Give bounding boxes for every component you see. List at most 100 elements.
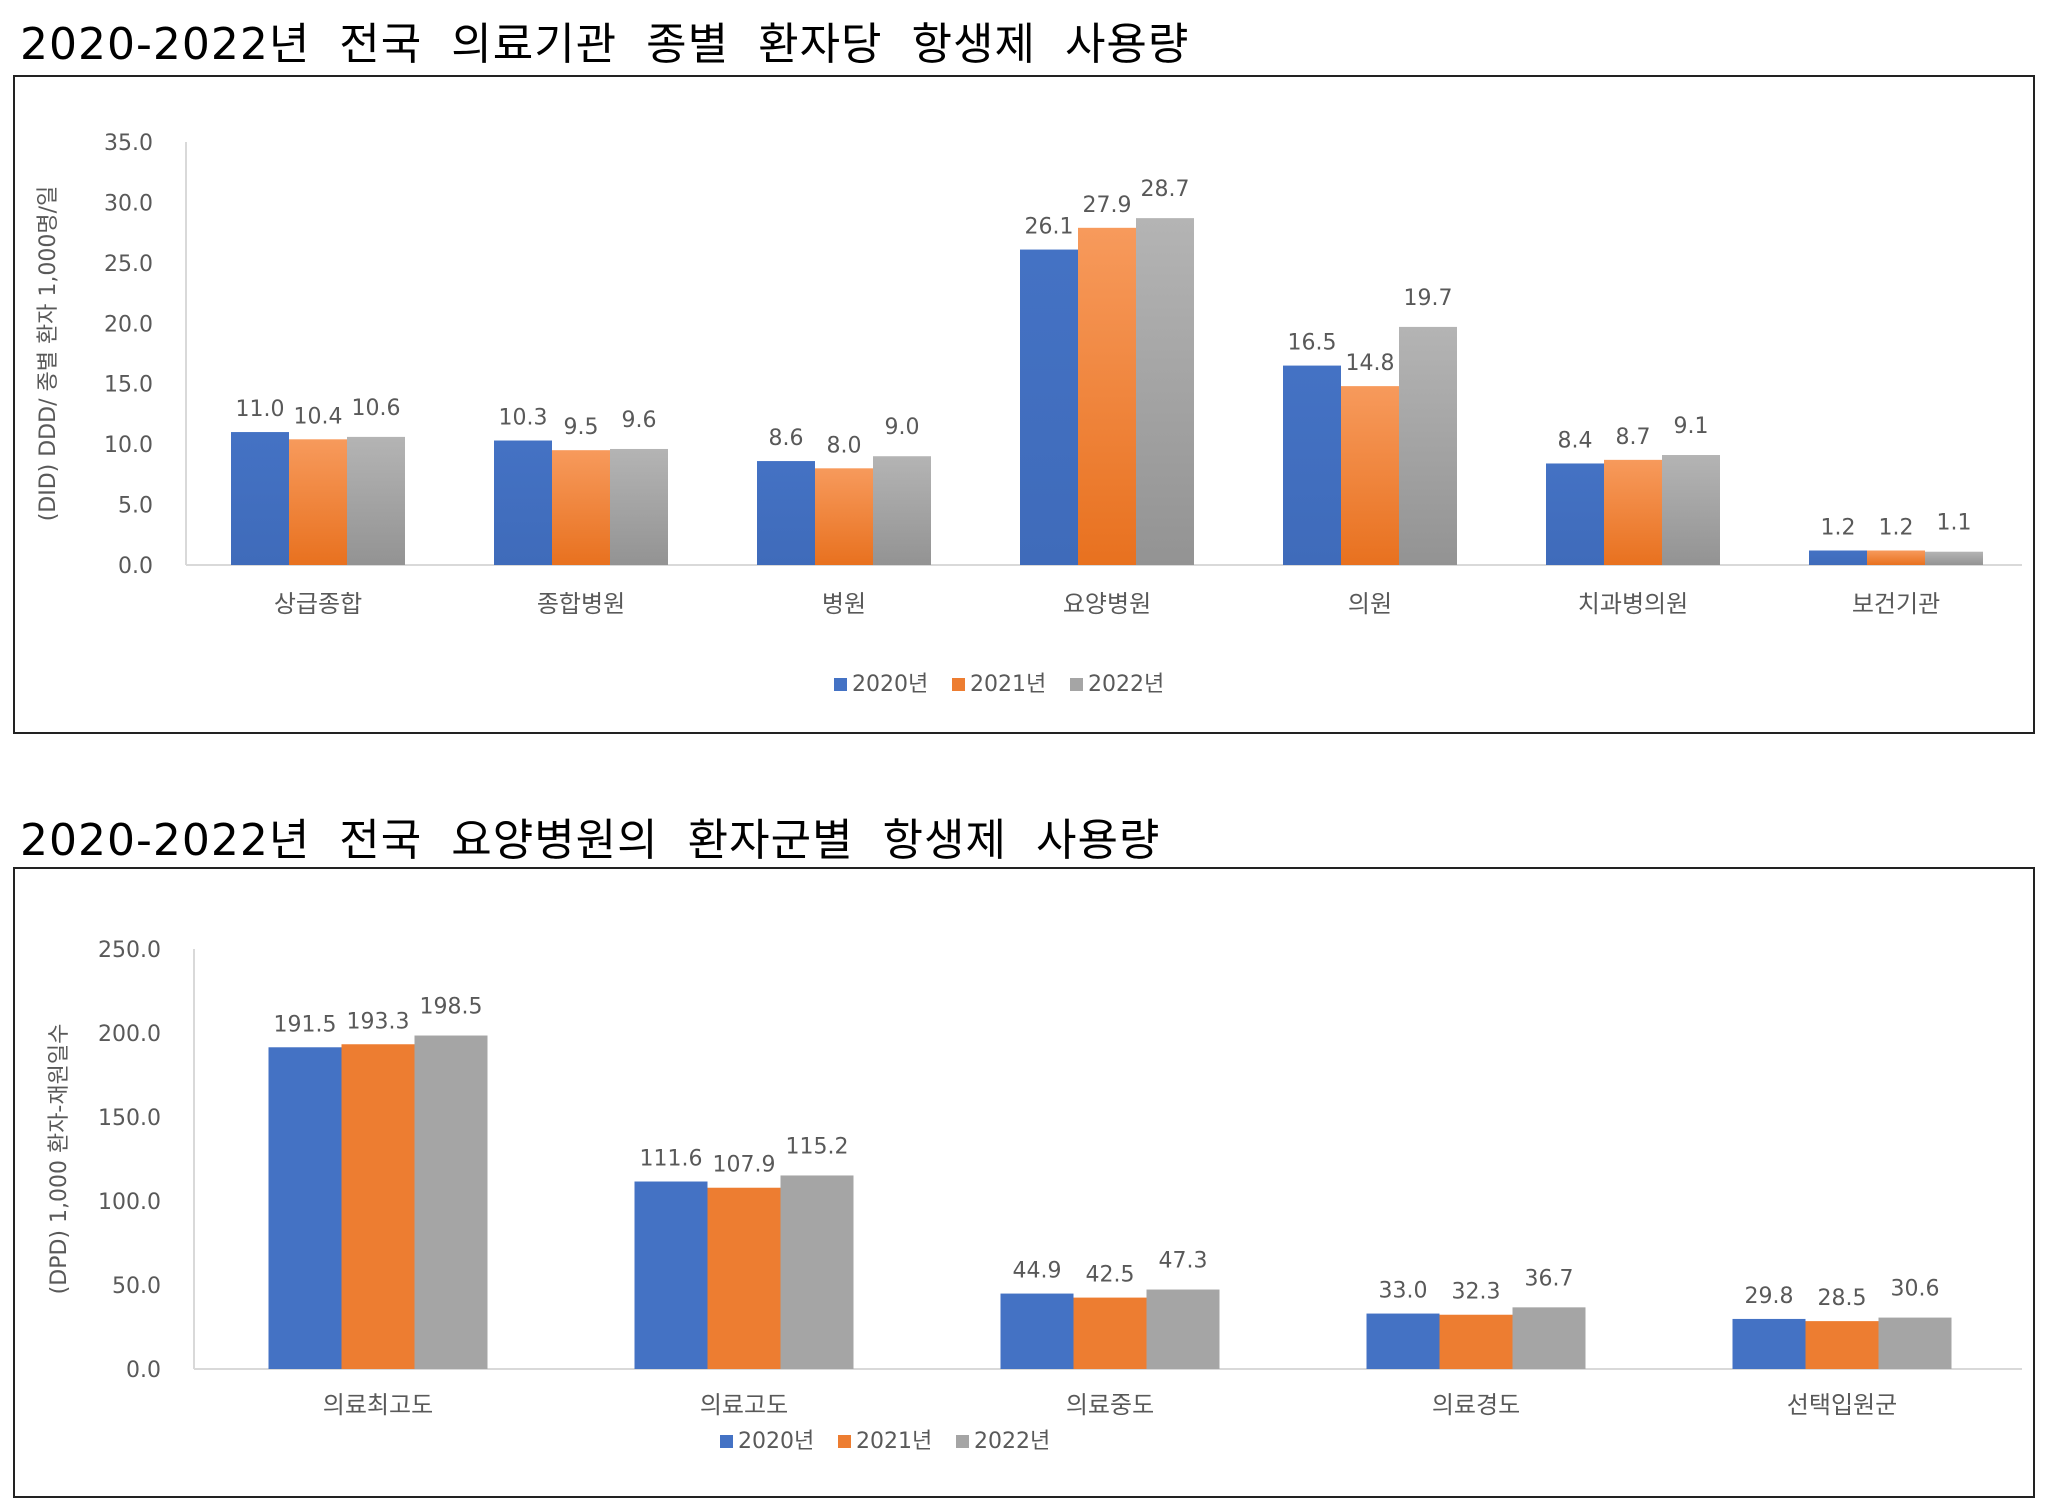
y-tick-label: 200.0: [98, 1022, 161, 1047]
legend-swatch: [834, 678, 847, 691]
y-axis-title: (DPD) 1,000 환자-재원일수: [47, 1024, 72, 1295]
data-label: 9.0: [885, 415, 920, 440]
bar-의원-2022년: [1399, 326, 1457, 565]
bar-병원-2021년: [815, 468, 873, 565]
data-label: 32.3: [1452, 1280, 1501, 1305]
data-label: 10.4: [294, 404, 343, 429]
y-tick-label: 15.0: [104, 373, 153, 398]
bar-선택입원군-2022년: [1878, 1317, 1952, 1369]
legend-label: 2022년: [1088, 672, 1164, 697]
bar-보건기관-2021년: [1867, 550, 1925, 565]
data-label: 8.6: [769, 426, 804, 451]
bar-종합병원-2020년: [494, 440, 552, 565]
x-tick-label: 종합병원: [537, 590, 625, 618]
data-label: 19.7: [1404, 286, 1453, 311]
legend-label: 2021년: [970, 672, 1046, 697]
legend-label: 2020년: [738, 1429, 814, 1454]
y-tick-label: 0.0: [126, 1358, 161, 1383]
x-tick-label: 의료중도: [1066, 1391, 1154, 1419]
data-label: 10.3: [499, 406, 548, 431]
data-label: 111.6: [640, 1147, 703, 1172]
data-label: 9.1: [1674, 414, 1709, 439]
bar-의료고도-2020년: [634, 1181, 708, 1369]
bar-치과병의원-2020년: [1546, 463, 1604, 565]
data-label: 10.6: [352, 396, 401, 421]
bar-보건기관-2020년: [1809, 550, 1867, 565]
bar-의원-2021년: [1341, 386, 1399, 565]
x-tick-label: 치과병의원: [1578, 590, 1688, 618]
data-label: 11.0: [236, 397, 285, 422]
bar-요양병원-2022년: [1136, 218, 1194, 565]
x-tick-label: 선택입원군: [1787, 1391, 1897, 1419]
bar-의료중도-2022년: [1146, 1289, 1220, 1369]
y-tick-label: 10.0: [104, 433, 153, 458]
data-label: 36.7: [1525, 1266, 1574, 1291]
y-tick-label: 100.0: [98, 1190, 161, 1215]
bar-의료경도-2020년: [1366, 1313, 1440, 1369]
bar-선택입원군-2020년: [1732, 1318, 1806, 1369]
x-tick-label: 병원: [822, 590, 866, 618]
x-tick-label: 의료최고도: [323, 1391, 433, 1419]
y-tick-label: 20.0: [104, 312, 153, 337]
bar-치과병의원-2021년: [1604, 459, 1662, 565]
chart-2-frame: [13, 867, 2035, 1498]
bar-의료중도-2020년: [1000, 1293, 1074, 1369]
legend-swatch: [956, 1435, 969, 1448]
data-label: 47.3: [1159, 1249, 1208, 1274]
bar-종합병원-2021년: [552, 450, 610, 565]
data-label: 115.2: [786, 1134, 849, 1159]
bar-의료고도-2021년: [707, 1187, 781, 1369]
chart-1: 0.0 5.0 10.0 15.0 20.0 25.0 30.0 35.0 (DID) DDD/…: [36, 131, 2022, 697]
data-label: 9.6: [622, 408, 657, 433]
legend-label: 2022년: [974, 1429, 1050, 1454]
legend-swatch: [838, 1435, 851, 1448]
data-label: 1.2: [1821, 515, 1856, 540]
legend-swatch: [952, 678, 965, 691]
x-tick-label: 상급종합: [274, 590, 362, 618]
legend-swatch: [720, 1435, 733, 1448]
bar-상급종합-2021년: [289, 439, 347, 565]
data-label: 8.0: [827, 433, 862, 458]
bar-요양병원-2020년: [1020, 249, 1078, 565]
bar-선택입원군-2021년: [1805, 1321, 1879, 1369]
bar-종합병원-2022년: [610, 448, 668, 565]
x-tick-label: 의료고도: [700, 1391, 788, 1419]
y-tick-label: 30.0: [104, 191, 153, 216]
y-tick-label: 35.0: [104, 131, 153, 156]
x-tick-label: 보건기관: [1852, 590, 1940, 618]
legend-label: 2020년: [852, 672, 928, 697]
y-tick-label: 150.0: [98, 1106, 161, 1131]
data-label: 9.5: [564, 415, 599, 440]
data-label: 27.9: [1083, 193, 1132, 218]
bar-의료경도-2021년: [1439, 1314, 1513, 1369]
chart-1-title: 2020-2022년 전국 의료기관 종별 환자당 항생제 사용량: [20, 19, 1190, 70]
data-label: 28.7: [1141, 177, 1190, 202]
y-tick-label: 0.0: [118, 554, 153, 579]
bar-병원-2020년: [757, 461, 815, 565]
bar-보건기관-2022년: [1925, 551, 1983, 565]
data-label: 8.7: [1616, 425, 1651, 450]
data-label: 193.3: [347, 1009, 410, 1034]
y-tick-label: 25.0: [104, 252, 153, 277]
data-label: 14.8: [1346, 351, 1395, 376]
data-label: 198.5: [420, 995, 483, 1020]
x-tick-label: 의료경도: [1432, 1391, 1520, 1419]
data-label: 29.8: [1745, 1284, 1794, 1309]
data-label: 191.5: [274, 1012, 337, 1037]
chart-2-title: 2020-2022년 전국 요양병원의 환자군별 항생제 사용량: [20, 815, 1161, 866]
x-tick-label: 요양병원: [1063, 590, 1151, 618]
y-tick-label: 5.0: [118, 494, 153, 519]
data-label: 44.9: [1013, 1259, 1062, 1284]
data-label: 33.0: [1379, 1279, 1428, 1304]
bar-치과병의원-2022년: [1662, 455, 1720, 565]
chart-2: 0.0 50.0 100.0 150.0 200.0 250.0 (DPD) 1,000 환…: [47, 938, 2022, 1454]
data-label: 28.5: [1818, 1286, 1867, 1311]
data-label: 26.1: [1025, 215, 1074, 240]
chart-1-frame: [13, 75, 2035, 734]
bar-병원-2022년: [873, 456, 931, 565]
bar-의료경도-2022년: [1512, 1307, 1586, 1369]
data-label: 1.2: [1879, 515, 1914, 540]
bar-의료중도-2021년: [1073, 1297, 1147, 1369]
y-tick-label: 50.0: [112, 1274, 161, 1299]
